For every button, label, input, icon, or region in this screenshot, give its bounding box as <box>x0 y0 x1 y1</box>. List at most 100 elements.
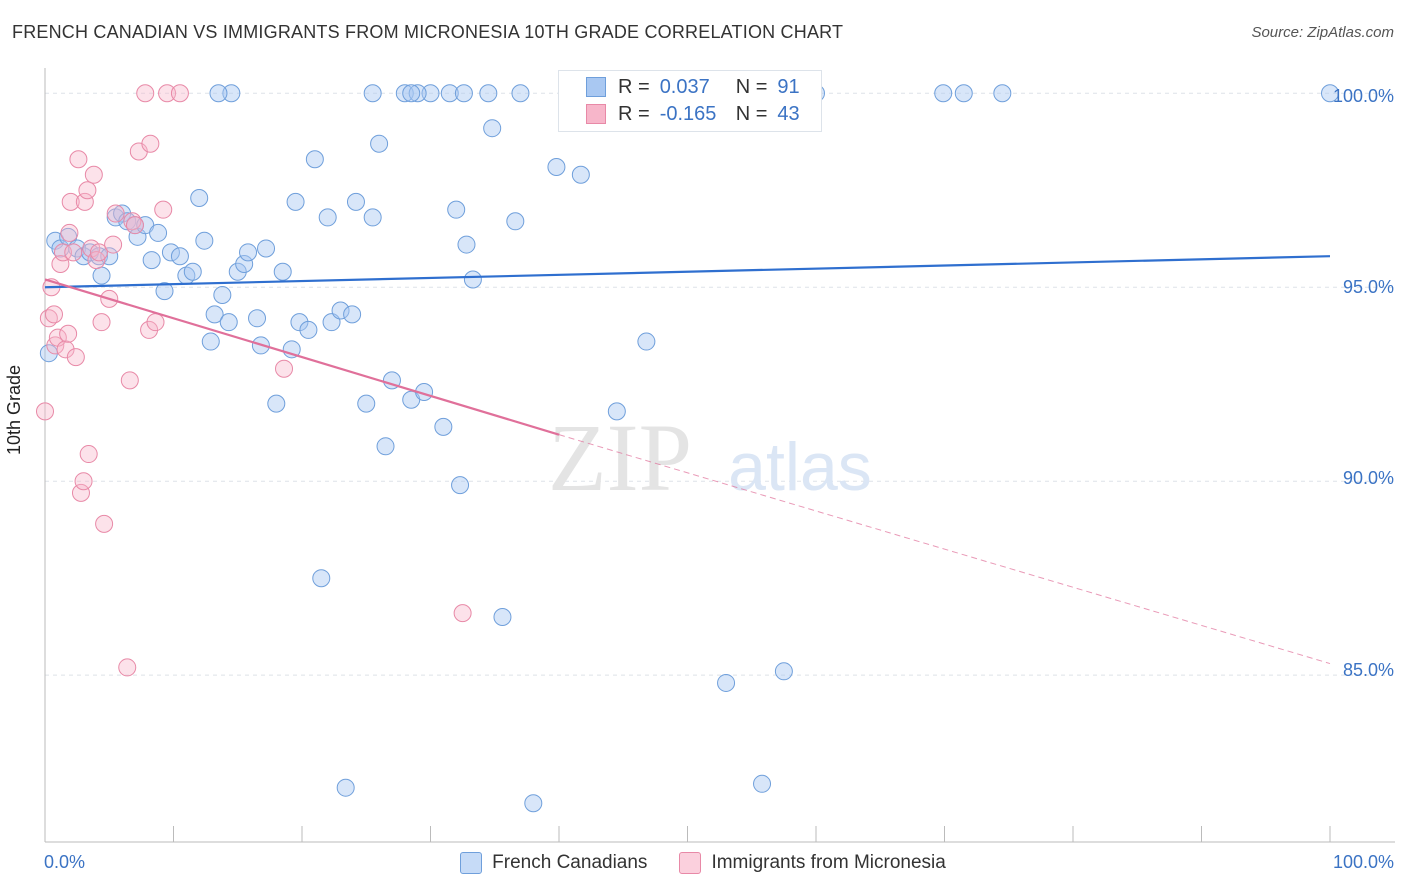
point-french-canadians <box>421 84 440 103</box>
point-french-canadians <box>290 313 309 332</box>
point-micronesia <box>92 313 111 332</box>
point-micronesia <box>61 192 80 211</box>
point-french-canadians <box>447 200 466 219</box>
point-micronesia <box>141 134 160 153</box>
point-french-canadians <box>299 320 318 339</box>
point-micronesia <box>44 305 63 324</box>
point-french-canadians <box>607 402 626 421</box>
legend: French Canadians Immigrants from Microne… <box>0 852 1406 874</box>
r-label: R = <box>618 75 650 98</box>
stats-swatch-blue <box>586 77 606 97</box>
point-micronesia <box>84 165 103 184</box>
point-french-canadians <box>440 84 459 103</box>
point-micronesia <box>136 84 155 103</box>
point-french-canadians <box>524 794 543 813</box>
point-micronesia <box>60 223 79 242</box>
point-french-canadians <box>209 84 228 103</box>
point-french-canadians <box>305 150 324 169</box>
point-micronesia <box>78 181 97 200</box>
point-french-canadians <box>222 84 241 103</box>
point-french-canadians <box>774 662 793 681</box>
stats-swatch-pink <box>586 104 606 124</box>
trend-line-french-canadians <box>44 255 1331 289</box>
y-axis-label: 10th Grade <box>4 364 24 455</box>
point-micronesia <box>118 658 137 677</box>
point-french-canadians <box>331 301 350 320</box>
legend-item-micronesia[interactable]: Immigrants from Micronesia <box>679 852 946 874</box>
point-french-canadians <box>934 84 953 103</box>
point-french-canadians <box>286 192 305 211</box>
point-micronesia <box>53 243 72 262</box>
point-micronesia <box>51 254 70 273</box>
point-french-canadians <box>195 231 214 250</box>
point-french-canadians <box>717 673 736 692</box>
point-french-canadians <box>219 313 238 332</box>
point-micronesia <box>64 243 83 262</box>
y-tick-label-100: 100.0% <box>1332 86 1394 106</box>
point-micronesia <box>104 235 123 254</box>
point-french-canadians <box>273 262 292 281</box>
point-french-canadians <box>753 774 772 793</box>
point-french-canadians <box>479 84 498 103</box>
legend-swatch-blue <box>460 852 483 874</box>
x-tick-label-min: 0.0% <box>44 852 86 872</box>
point-french-canadians <box>183 262 202 281</box>
point-french-canadians <box>343 305 362 324</box>
point-french-canadians <box>142 251 161 270</box>
point-french-canadians <box>170 247 189 266</box>
point-micronesia <box>89 243 108 262</box>
point-french-canadians <box>248 309 267 328</box>
legend-item-french-canadians[interactable]: French Canadians <box>460 852 647 874</box>
grid-lines <box>45 92 1395 676</box>
legend-swatch-pink <box>679 852 702 874</box>
chart-title: FRENCH CANADIAN VS IMMIGRANTS FROM MICRO… <box>12 22 844 42</box>
point-french-canadians <box>395 84 414 103</box>
point-micronesia <box>158 84 177 103</box>
point-french-canadians <box>451 476 470 495</box>
point-micronesia <box>125 216 144 235</box>
point-micronesia <box>120 371 139 390</box>
point-french-canadians <box>267 394 286 413</box>
point-french-canadians <box>357 394 376 413</box>
n-value: 43 <box>777 102 800 125</box>
watermark-zip: ZIP <box>548 404 692 511</box>
point-micronesia <box>69 150 88 169</box>
point-french-canadians <box>571 165 590 184</box>
r-value: 0.037 <box>659 75 710 98</box>
point-french-canadians <box>1321 84 1339 103</box>
point-micronesia <box>95 514 114 533</box>
point-micronesia <box>453 604 472 623</box>
point-french-canadians <box>493 607 512 626</box>
y-tick-label-85: 85.0% <box>1342 660 1394 680</box>
axes <box>44 68 1395 843</box>
n-value: 91 <box>777 75 800 98</box>
point-french-canadians <box>239 243 258 262</box>
point-french-canadians <box>336 778 355 797</box>
point-french-canadians <box>463 270 482 289</box>
n-label: N = <box>735 102 768 125</box>
point-french-canadians <box>201 332 220 351</box>
point-micronesia <box>154 200 173 219</box>
stats-box: R = 0.037 N = 91 R = -0.165 N = 43 <box>558 70 822 132</box>
point-french-canadians <box>161 243 180 262</box>
y-tick-label-95: 95.0% <box>1342 277 1394 297</box>
trend-line-micronesia <box>44 278 560 436</box>
trend-lines <box>44 255 1331 665</box>
point-french-canadians <box>312 569 331 588</box>
point-french-canadians <box>402 84 421 103</box>
point-micronesia <box>79 445 98 464</box>
r-value: -0.165 <box>659 102 717 125</box>
stats-row-micronesia: R = -0.165 N = 43 <box>559 100 800 128</box>
point-micronesia <box>36 402 54 421</box>
point-french-canadians <box>434 417 453 436</box>
point-micronesia <box>66 348 85 367</box>
point-micronesia <box>170 84 189 103</box>
x-tick-label-max: 100.0% <box>1332 852 1394 872</box>
point-french-canadians <box>149 223 168 242</box>
point-french-canadians <box>483 119 502 138</box>
point-micronesia <box>71 483 90 502</box>
point-french-canadians <box>155 282 174 301</box>
point-micronesia <box>106 204 125 223</box>
point-french-canadians <box>190 189 209 208</box>
